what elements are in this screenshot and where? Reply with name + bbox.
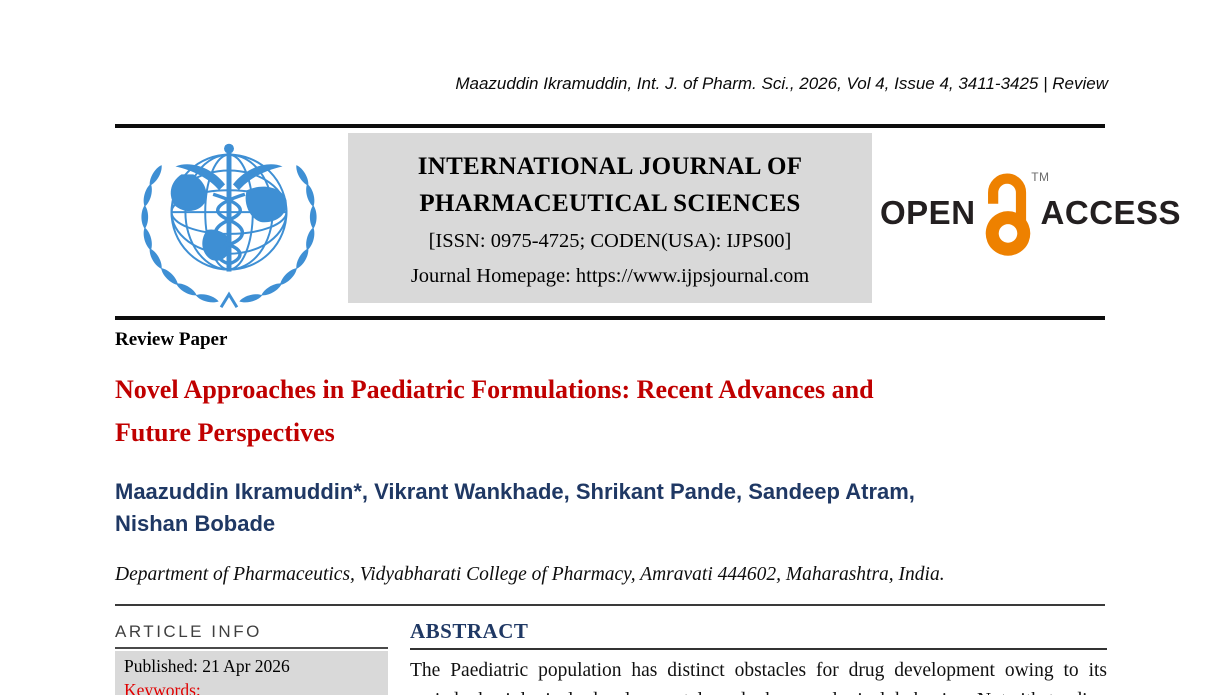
abstract-line2: varied physiological, developmental, and… [410,686,1107,695]
published-date: Published: 21 Apr 2026 [124,656,290,676]
author-list: Maazuddin Ikramuddin*, Vikrant Wankhade,… [115,476,1120,540]
keywords-label: Keywords: [124,680,201,695]
abstract-text: The Paediatric population has distinct o… [410,656,1107,695]
affiliation: Department of Pharmaceutics, Vidyabharat… [115,564,945,585]
open-access-logo: OPEN TM ACCESS [880,163,1181,263]
running-head-citation: Maazuddin Ikramuddin, Int. J. of Pharm. … [455,74,1108,93]
article-info-heading: ARTICLE INFO [115,622,262,641]
journal-title-line1: INTERNATIONAL JOURNAL OF [417,153,803,180]
open-access-word-access: ACCESS [1040,194,1182,231]
abstract-underline [410,648,1107,650]
journal-logo [120,132,338,312]
paper-title: Novel Approaches in Paediatric Formulati… [115,368,1120,454]
paper-title-line1: Novel Approaches in Paediatric Formulati… [115,375,874,404]
journal-masthead: INTERNATIONAL JOURNAL OF PHARMACEUTICAL … [348,133,872,303]
article-info-panel: Published: 21 Apr 2026 Keywords: [115,651,388,695]
open-padlock-icon: TM [982,168,1049,258]
article-info-underline [115,647,388,649]
article-type-label: Review Paper [115,329,228,350]
top-rule [115,124,1105,128]
section-divider-rule [115,604,1105,606]
abstract-line1: The Paediatric population has distinct o… [410,660,1107,681]
trademark-symbol: TM [1031,170,1050,184]
journal-issn: [ISSN: 0975-4725; CODEN(USA): IJPS00] [428,230,792,252]
author-line1: Maazuddin Ikramuddin*, Vikrant Wankhade,… [115,479,915,504]
abstract-heading: ABSTRACT [410,619,529,643]
masthead-bottom-rule [115,316,1105,320]
author-line2: Nishan Bobade [115,511,276,536]
journal-homepage: Journal Homepage: https://www.ijpsjourna… [410,265,810,287]
open-access-word-open: OPEN [880,194,976,231]
paper-title-line2: Future Perspectives [115,418,335,447]
journal-title-line2: PHARMACEUTICAL SCIENCES [419,190,801,217]
who-caduceus-globe-icon [141,143,317,308]
